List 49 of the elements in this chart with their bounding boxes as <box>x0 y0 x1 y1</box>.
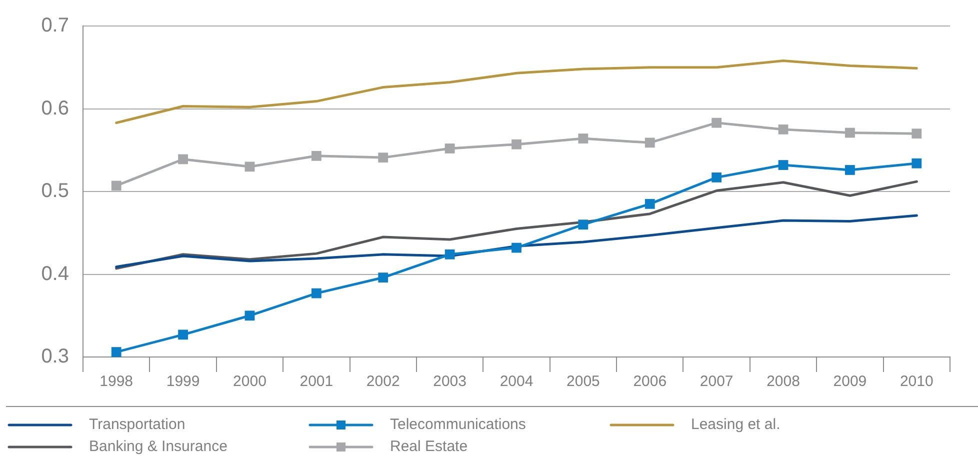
point <box>178 330 188 340</box>
point <box>644 198 655 209</box>
x-tick-label: 2005 <box>566 373 600 390</box>
x-tick-label: 2006 <box>633 373 667 390</box>
point <box>111 180 122 191</box>
point <box>712 118 722 128</box>
point <box>778 124 788 134</box>
point <box>311 288 322 298</box>
x-tick-label: 2004 <box>500 373 534 390</box>
point <box>845 165 855 175</box>
legend-label: Telecommunications <box>390 416 526 434</box>
point <box>512 242 522 253</box>
point <box>512 139 522 150</box>
x-tick-label: 2008 <box>766 373 800 390</box>
point <box>178 154 188 164</box>
point <box>712 172 722 182</box>
y-tick-label: 0.7 <box>41 14 69 37</box>
legend-label: Real Estate <box>390 438 468 456</box>
point <box>244 310 255 321</box>
point <box>444 249 455 260</box>
point <box>578 220 588 230</box>
y-tick-label: 0.6 <box>41 97 69 120</box>
point <box>378 152 388 163</box>
x-tick-label: 2003 <box>433 373 466 390</box>
y-tick-label: 0.5 <box>41 180 69 202</box>
point <box>845 128 855 138</box>
point <box>644 138 655 148</box>
point <box>311 150 322 161</box>
y-tick-label: 0.3 <box>41 346 69 368</box>
x-tick-label: 2010 <box>900 373 934 390</box>
x-tick-label: 2000 <box>233 373 266 390</box>
legend-label: Leasing et al. <box>691 416 780 434</box>
x-tick-label: 2007 <box>700 373 734 390</box>
x-tick-label: 1998 <box>100 373 134 390</box>
point <box>778 160 788 170</box>
x-tick-label: 2002 <box>366 373 400 390</box>
legend-label: Transportation <box>89 416 186 434</box>
point <box>912 128 922 139</box>
y-tick-label: 0.4 <box>41 262 69 285</box>
legend-label: Banking & Insurance <box>89 438 228 456</box>
x-tick-label: 2009 <box>833 373 867 390</box>
x-tick-label: 1999 <box>166 373 200 390</box>
x-tick-label: 2001 <box>300 373 334 390</box>
point <box>444 144 455 154</box>
point <box>578 134 588 144</box>
point <box>111 347 122 357</box>
point <box>244 162 255 172</box>
point <box>912 158 922 168</box>
point <box>378 272 388 283</box>
